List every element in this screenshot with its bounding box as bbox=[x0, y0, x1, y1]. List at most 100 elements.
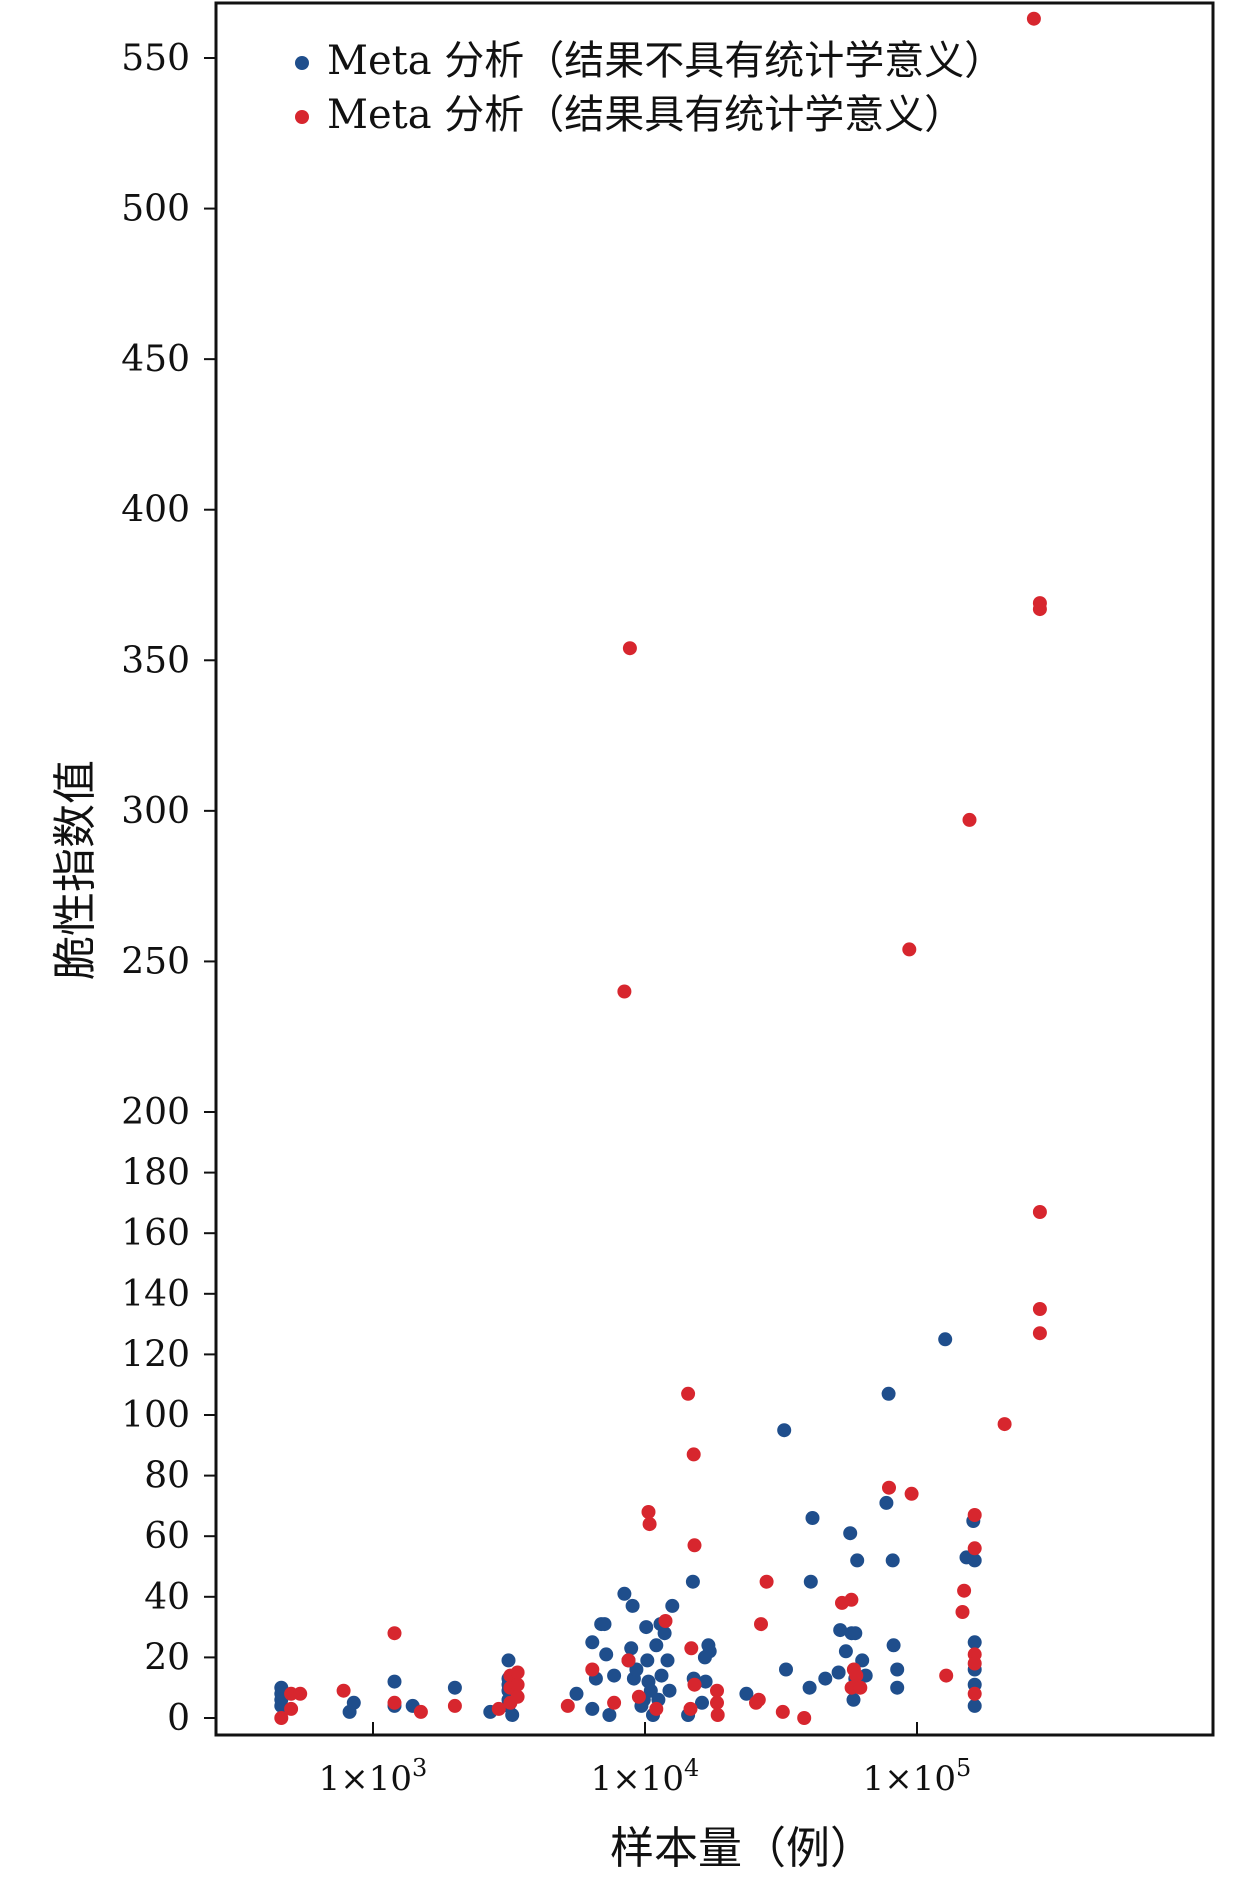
data-point-not-significant bbox=[654, 1668, 669, 1683]
data-point-significant bbox=[710, 1708, 725, 1722]
data-point-significant bbox=[797, 1711, 812, 1725]
data-point-not-significant bbox=[501, 1653, 516, 1668]
x-tick-base: 1×10 bbox=[319, 1759, 412, 1799]
data-point-not-significant bbox=[881, 1386, 896, 1401]
data-point-not-significant bbox=[685, 1574, 700, 1589]
data-point-not-significant bbox=[624, 1641, 639, 1656]
data-point-not-significant bbox=[838, 1644, 853, 1659]
data-point-not-significant bbox=[739, 1686, 754, 1701]
y-tick-label: 160 bbox=[121, 1213, 190, 1254]
data-point-significant bbox=[710, 1683, 724, 1698]
x-axis-title: 样本量（例） bbox=[610, 1823, 874, 1873]
y-tick-label: 60 bbox=[144, 1516, 190, 1557]
data-point-significant bbox=[904, 1486, 919, 1501]
data-point-significant bbox=[853, 1680, 868, 1695]
data-point-not-significant bbox=[629, 1662, 644, 1677]
y-tick-label: 200 bbox=[121, 1092, 190, 1133]
data-point-not-significant bbox=[585, 1701, 600, 1716]
data-point-not-significant bbox=[850, 1553, 865, 1568]
x-tick-exponent: 3 bbox=[412, 1754, 427, 1782]
data-point-not-significant bbox=[695, 1695, 709, 1710]
x-tick-label: 1×105 bbox=[863, 1754, 972, 1799]
data-point-not-significant bbox=[802, 1680, 817, 1695]
data-point-significant bbox=[491, 1701, 506, 1716]
y-tick-label: 100 bbox=[121, 1395, 190, 1436]
x-tick-label: 1×103 bbox=[319, 1754, 428, 1799]
data-points bbox=[274, 11, 1047, 1725]
data-point-significant bbox=[293, 1686, 308, 1701]
data-point-not-significant bbox=[625, 1598, 640, 1613]
data-point-significant bbox=[510, 1677, 525, 1692]
data-point-significant bbox=[687, 1677, 702, 1692]
data-point-significant bbox=[622, 641, 637, 656]
data-point-significant bbox=[962, 812, 977, 827]
data-point-significant bbox=[621, 1653, 636, 1668]
legend-label-not-significant: Meta 分析（结果不具有统计学意义） bbox=[327, 38, 1004, 84]
plot-frame bbox=[214, 1, 1215, 1737]
data-point-not-significant bbox=[640, 1653, 655, 1668]
data-point-not-significant bbox=[585, 1635, 600, 1650]
data-point-not-significant bbox=[818, 1671, 833, 1686]
data-point-significant bbox=[775, 1704, 790, 1719]
data-point-significant bbox=[658, 1614, 673, 1628]
data-point-not-significant bbox=[831, 1665, 846, 1680]
y-tick-label: 450 bbox=[121, 339, 190, 380]
data-point-significant bbox=[939, 1668, 954, 1683]
y-tick-label: 20 bbox=[144, 1637, 190, 1678]
data-point-not-significant bbox=[967, 1635, 982, 1650]
data-point-not-significant bbox=[597, 1617, 612, 1632]
data-point-not-significant bbox=[617, 1586, 632, 1601]
data-point-significant bbox=[684, 1641, 699, 1656]
data-point-significant bbox=[510, 1665, 525, 1680]
data-point-significant bbox=[387, 1695, 402, 1710]
data-point-not-significant bbox=[657, 1626, 672, 1641]
data-point-not-significant bbox=[890, 1662, 905, 1677]
data-point-not-significant bbox=[967, 1698, 982, 1713]
data-point-not-significant bbox=[855, 1653, 870, 1668]
data-point-significant bbox=[687, 1538, 702, 1553]
data-point-significant bbox=[413, 1704, 428, 1719]
y-tick-label: 500 bbox=[121, 189, 190, 230]
x-tick-label: 1×104 bbox=[591, 1754, 700, 1799]
y-tick-label: 400 bbox=[121, 490, 190, 531]
data-point-not-significant bbox=[698, 1674, 713, 1689]
data-point-not-significant bbox=[967, 1553, 982, 1568]
data-point-not-significant bbox=[843, 1526, 858, 1541]
data-point-not-significant bbox=[805, 1511, 820, 1525]
data-point-significant bbox=[902, 942, 917, 957]
data-point-significant bbox=[284, 1701, 299, 1716]
data-point-not-significant bbox=[665, 1598, 680, 1613]
data-point-significant bbox=[585, 1662, 600, 1677]
data-point-not-significant bbox=[803, 1574, 818, 1589]
data-point-not-significant bbox=[885, 1553, 900, 1568]
data-point-significant bbox=[967, 1541, 982, 1556]
data-point-not-significant bbox=[846, 1692, 861, 1707]
y-tick-label: 80 bbox=[144, 1456, 190, 1497]
x-axis: 1×103 1×104 1×105 bbox=[319, 1722, 972, 1799]
data-point-significant bbox=[510, 1689, 525, 1704]
data-point-significant bbox=[1032, 1302, 1047, 1316]
x-tick-exponent: 4 bbox=[684, 1754, 699, 1782]
data-point-significant bbox=[997, 1417, 1012, 1432]
data-point-significant bbox=[955, 1605, 970, 1619]
data-point-not-significant bbox=[639, 1620, 654, 1635]
data-point-significant bbox=[967, 1508, 982, 1522]
data-point-significant bbox=[754, 1617, 768, 1632]
data-point-not-significant bbox=[447, 1680, 462, 1695]
data-point-significant bbox=[1026, 11, 1041, 26]
y-tick-label: 120 bbox=[121, 1334, 190, 1375]
data-point-significant bbox=[447, 1698, 462, 1713]
data-point-significant bbox=[844, 1592, 859, 1607]
y-tick-label: 40 bbox=[144, 1577, 190, 1618]
legend-marker-significant bbox=[295, 110, 309, 124]
data-point-not-significant bbox=[848, 1626, 863, 1641]
data-point-significant bbox=[967, 1686, 982, 1701]
data-point-significant bbox=[1032, 602, 1047, 617]
data-point-not-significant bbox=[649, 1638, 664, 1653]
data-point-not-significant bbox=[602, 1708, 617, 1722]
data-point-not-significant bbox=[569, 1686, 584, 1701]
data-point-significant bbox=[882, 1480, 896, 1495]
x-tick-exponent: 5 bbox=[956, 1754, 971, 1782]
